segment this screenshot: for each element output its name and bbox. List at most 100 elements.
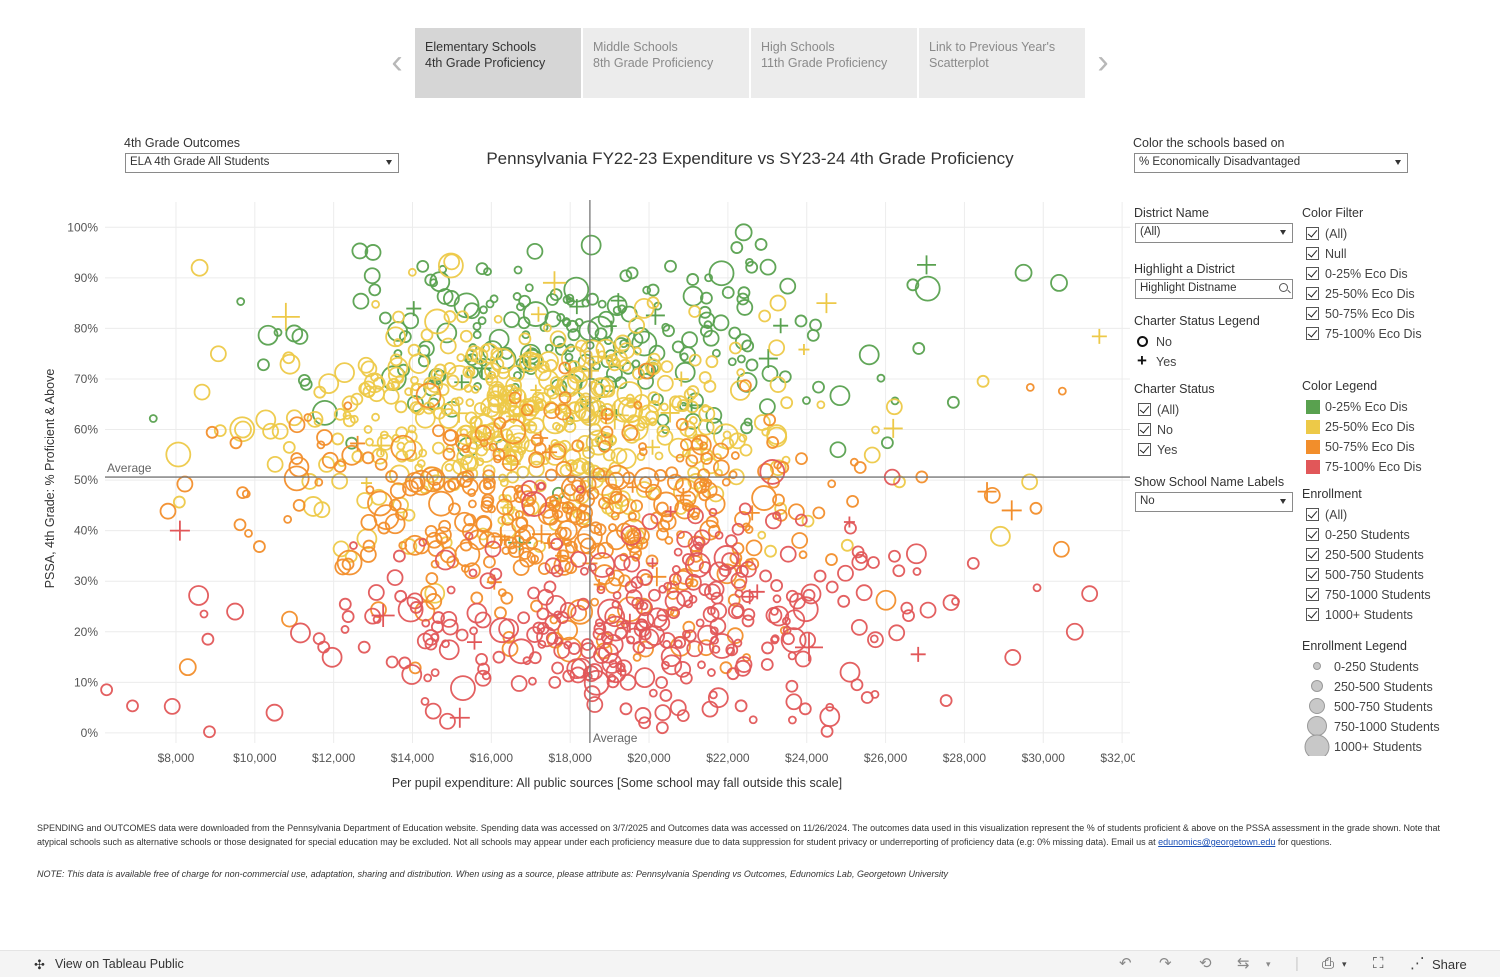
undo-icon[interactable]: ↶: [1119, 955, 1132, 972]
revert-icon[interactable]: ⟲: [1199, 955, 1212, 972]
tab-line1: Middle Schools: [593, 40, 678, 54]
enrollment-filter-750-1000[interactable]: 750-1000 Students: [1306, 587, 1431, 605]
download-icon[interactable]: ⎙: [1322, 955, 1335, 972]
data-point: [432, 406, 446, 420]
highlight-input[interactable]: Highlight Distname: [1135, 279, 1293, 299]
data-point: [656, 424, 670, 438]
data-point-charter: [917, 255, 937, 275]
chevron-down-icon: [386, 160, 392, 165]
checkbox-icon: [1306, 287, 1319, 300]
y-tick-label: 20%: [74, 625, 98, 639]
enrollment-label: Enrollment: [1302, 487, 1362, 501]
labels-dropdown[interactable]: No: [1135, 492, 1293, 512]
color-dropdown[interactable]: % Economically Disadvantaged: [1134, 153, 1408, 173]
scatter-plot[interactable]: Average Average $8,000 $10,000 $12,000 $14,0…: [0, 190, 1135, 800]
share-button[interactable]: Share: [1432, 957, 1467, 972]
x-tick-label: $24,000: [785, 751, 829, 765]
data-point: [727, 593, 741, 607]
enrollment-filter-250-500[interactable]: 250-500 Students: [1306, 547, 1424, 565]
next-arrow-icon[interactable]: ›: [1097, 43, 1109, 81]
color-filter-50-75[interactable]: 50-75% Eco Dis: [1306, 306, 1415, 324]
tab-middle[interactable]: Middle Schools 8th Grade Proficiency: [583, 28, 749, 98]
data-point: [516, 465, 530, 479]
color-filter-75-100[interactable]: 75-100% Eco Dis: [1306, 326, 1422, 344]
data-point: [422, 629, 440, 646]
data-point: [713, 423, 739, 450]
data-point: [438, 639, 460, 661]
data-point: [533, 442, 547, 456]
data-point: [829, 441, 847, 459]
district-dropdown[interactable]: (All): [1135, 223, 1293, 243]
charter-checkbox-all[interactable]: (All): [1138, 402, 1179, 420]
data-point: [606, 675, 620, 689]
redo-icon[interactable]: ↷: [1159, 955, 1172, 972]
prev-arrow-icon[interactable]: ‹: [391, 43, 403, 81]
data-point: [684, 426, 698, 439]
data-point: [409, 601, 423, 614]
tab-elementary[interactable]: Elementary Schools 4th Grade Proficiency: [415, 28, 581, 98]
data-point: [736, 299, 754, 316]
color-filter-25-50[interactable]: 25-50% Eco Dis: [1306, 286, 1415, 304]
search-icon: [1279, 283, 1288, 292]
data-point: [634, 667, 656, 688]
enrollment-filter-1000[interactable]: 1000+ Students: [1306, 607, 1413, 625]
charter-legend-label: Charter Status Legend: [1134, 314, 1260, 328]
data-point: [637, 372, 654, 390]
tab-high[interactable]: High Schools 11th Grade Proficiency: [751, 28, 917, 98]
outcomes-dropdown[interactable]: ELA 4th Grade All Students: [125, 153, 399, 173]
data-point: [394, 400, 408, 414]
chevron-down-icon[interactable]: ▾: [1342, 959, 1347, 969]
data-point: [730, 572, 748, 589]
tab-previous-year[interactable]: Link to Previous Year's Scatterplot: [919, 28, 1085, 98]
color-filter-all[interactable]: (All): [1306, 226, 1347, 244]
data-point: [667, 473, 684, 491]
data-point: [812, 506, 826, 520]
checkbox-label: Null: [1325, 247, 1347, 261]
share-icon[interactable]: ⋰: [1410, 955, 1425, 972]
data-point: [497, 366, 510, 380]
enrollment-filter-all[interactable]: (All): [1306, 507, 1347, 525]
y-tick-label: 40%: [74, 524, 98, 538]
enrollment-filter-500-750[interactable]: 500-750 Students: [1306, 567, 1424, 585]
color-filter-null[interactable]: Null: [1306, 246, 1347, 264]
data-point: [419, 466, 446, 493]
data-point: [409, 383, 427, 400]
charter-checkbox-yes[interactable]: Yes: [1138, 442, 1177, 460]
data-point: [853, 461, 867, 474]
data-point: [850, 678, 864, 692]
fullscreen-icon[interactable]: ⛶: [1373, 955, 1384, 972]
data-point: [575, 339, 588, 353]
data-point: [234, 420, 252, 439]
email-link[interactable]: edunomics@georgetown.edu: [1158, 837, 1276, 847]
enrollment-filter-0-250[interactable]: 0-250 Students: [1306, 527, 1410, 545]
data-point: [829, 385, 851, 407]
data-point: [698, 371, 712, 384]
data-point: [213, 424, 227, 437]
refresh-icon[interactable]: ⇆: [1237, 955, 1250, 972]
data-point: [654, 451, 664, 461]
data-point: [579, 537, 597, 555]
data-point: [343, 401, 353, 411]
data-point: [900, 601, 914, 615]
data-point: [946, 395, 960, 409]
enrollment-legend-item: 0-250 Students: [1334, 660, 1419, 674]
data-point: [459, 428, 469, 438]
data-point: [1014, 263, 1033, 282]
view-on-tableau-link[interactable]: View on Tableau Public: [55, 957, 184, 971]
chevron-down-icon[interactable]: ▾: [1266, 959, 1271, 969]
data-point: [714, 530, 724, 540]
data-point: [466, 365, 479, 379]
data-point: [551, 661, 565, 675]
data-point: [867, 631, 884, 649]
data-point: [533, 540, 546, 553]
charter-checkbox-no[interactable]: No: [1138, 422, 1173, 440]
data-point: [365, 485, 375, 495]
data-point: [282, 440, 296, 454]
data-point: [741, 614, 755, 628]
data-point: [472, 321, 482, 331]
y-tick-label: 0%: [81, 726, 99, 740]
data-point: [614, 334, 632, 352]
tableau-footer: ✣ View on Tableau Public ↶ ↷ ⟲ ⇆ ▾ | ⎙ ▾…: [0, 950, 1500, 977]
data-point: [538, 562, 551, 576]
color-filter-0-25[interactable]: 0-25% Eco Dis: [1306, 266, 1408, 284]
